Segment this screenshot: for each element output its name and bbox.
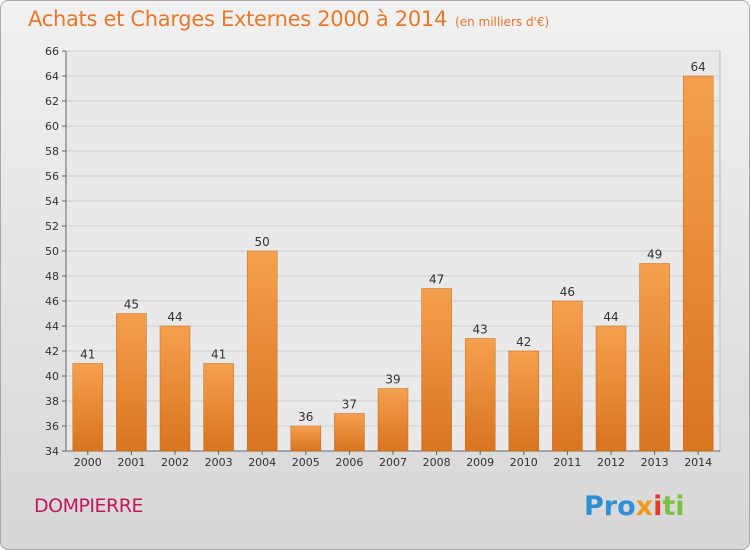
y-tick-label: 40 bbox=[45, 370, 59, 383]
bar bbox=[334, 413, 365, 452]
y-tick-label: 44 bbox=[45, 320, 59, 333]
y-tick-label: 50 bbox=[45, 245, 59, 258]
y-tick-label: 54 bbox=[45, 195, 59, 208]
bar bbox=[682, 75, 714, 452]
bar bbox=[639, 263, 670, 452]
y-tick-label: 58 bbox=[45, 145, 59, 158]
logo-part: Pro bbox=[584, 491, 636, 522]
x-tick-label: 2001 bbox=[117, 456, 145, 469]
data-label: 45 bbox=[124, 298, 139, 312]
bar bbox=[290, 425, 322, 452]
y-tick-label: 34 bbox=[45, 445, 59, 458]
x-tick-label: 2000 bbox=[74, 456, 102, 469]
y-tick-label: 42 bbox=[45, 345, 59, 358]
x-tick-label: 2004 bbox=[248, 456, 276, 469]
data-label: 36 bbox=[298, 410, 313, 424]
bar bbox=[595, 325, 627, 452]
x-tick-label: 2014 bbox=[684, 456, 712, 469]
bar bbox=[116, 313, 147, 452]
x-tick-label: 2012 bbox=[597, 456, 625, 469]
x-tick-label: 2002 bbox=[161, 456, 189, 469]
y-tick-label: 48 bbox=[45, 270, 59, 283]
chart-title: Achats et Charges Externes 2000 à 2014 bbox=[28, 7, 448, 31]
y-tick-label: 36 bbox=[45, 420, 59, 433]
bar bbox=[552, 300, 583, 452]
x-tick-label: 2011 bbox=[553, 456, 581, 469]
x-tick-label: 2007 bbox=[379, 456, 407, 469]
bar bbox=[377, 388, 409, 452]
data-label: 41 bbox=[80, 348, 95, 362]
bar bbox=[159, 325, 191, 452]
y-tick-label: 60 bbox=[45, 120, 59, 133]
x-tick-label: 2003 bbox=[205, 456, 233, 469]
x-tick-label: 2013 bbox=[641, 456, 669, 469]
chart-title-block: Achats et Charges Externes 2000 à 2014 (e… bbox=[28, 7, 549, 31]
data-label: 50 bbox=[255, 235, 270, 249]
data-label: 49 bbox=[647, 248, 662, 262]
bar bbox=[203, 363, 234, 452]
data-label: 44 bbox=[167, 310, 182, 324]
data-label: 41 bbox=[211, 348, 226, 362]
data-label: 42 bbox=[516, 335, 531, 349]
bar bbox=[508, 350, 540, 452]
bar bbox=[246, 250, 278, 452]
y-tick-label: 56 bbox=[45, 170, 59, 183]
chart-unit: (en milliers d'€) bbox=[455, 15, 550, 29]
data-label: 43 bbox=[473, 323, 488, 337]
y-tick-label: 46 bbox=[45, 295, 59, 308]
commune-name: DOMPIERRE bbox=[34, 495, 143, 517]
bar bbox=[464, 338, 496, 452]
x-tick-label: 2008 bbox=[423, 456, 451, 469]
logo-part: x bbox=[635, 491, 654, 522]
data-label: 46 bbox=[560, 285, 575, 299]
data-label: 47 bbox=[429, 273, 444, 287]
y-tick-label: 66 bbox=[45, 45, 59, 58]
y-tick-label: 52 bbox=[45, 220, 59, 233]
logo-part: i bbox=[653, 491, 663, 522]
data-label: 44 bbox=[603, 310, 618, 324]
y-tick-label: 62 bbox=[45, 95, 59, 108]
x-tick-label: 2010 bbox=[510, 456, 538, 469]
data-label: 39 bbox=[385, 373, 400, 387]
y-tick-label: 38 bbox=[45, 395, 59, 408]
logo-part: ti bbox=[662, 491, 685, 522]
bar bbox=[72, 363, 104, 452]
x-tick-label: 2005 bbox=[292, 456, 320, 469]
x-tick-label: 2006 bbox=[335, 456, 363, 469]
bar bbox=[421, 288, 452, 452]
data-label: 64 bbox=[691, 60, 706, 74]
proxiti-logo[interactable]: Proxiti bbox=[584, 491, 685, 522]
x-tick-label: 2009 bbox=[466, 456, 494, 469]
y-tick-label: 64 bbox=[45, 70, 59, 83]
data-label: 37 bbox=[342, 398, 357, 412]
